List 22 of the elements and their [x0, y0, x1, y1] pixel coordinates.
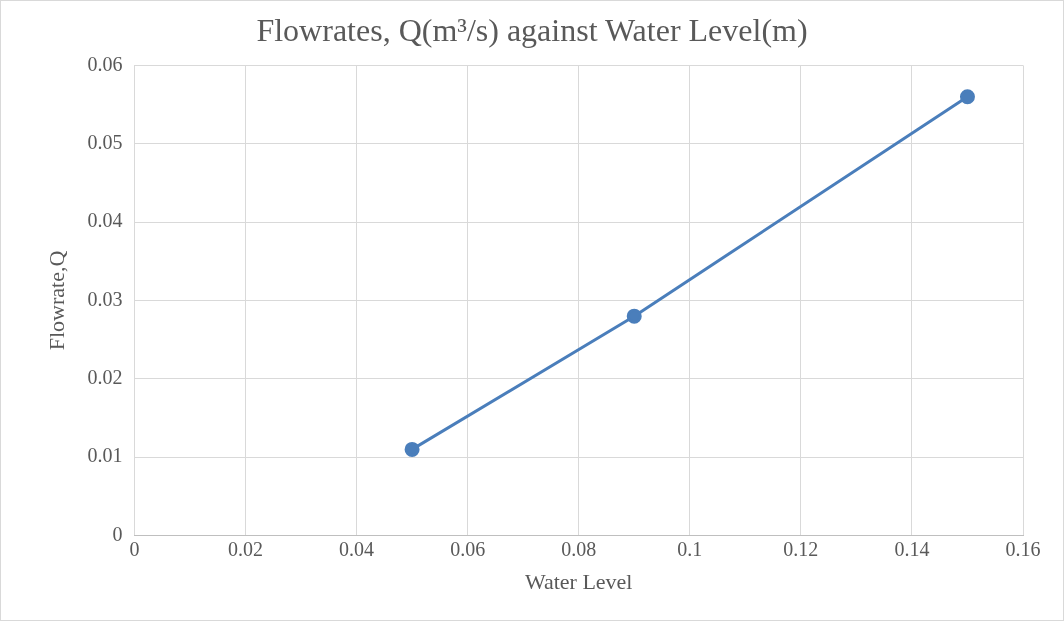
x-axis-title: Water Level	[524, 568, 633, 594]
x-tick-label: 0.08	[561, 537, 597, 560]
y-tick-label: 0.04	[87, 209, 123, 232]
x-tick-label: 0.12	[783, 537, 819, 560]
point	[959, 89, 975, 105]
x-tick-label: 0.06	[450, 537, 486, 560]
y-tick-label: 0.02	[87, 366, 123, 389]
y-tick-label: 0.01	[87, 444, 123, 467]
point	[626, 308, 642, 324]
y-tick-label: 0	[112, 522, 123, 545]
x-tick-label: 0.04	[339, 537, 375, 560]
point	[404, 441, 420, 457]
y-tick-label: 0.06	[87, 52, 123, 75]
x-tick-label: 0.14	[894, 537, 930, 560]
chart-title: Flowrates, Q(m³/s) against Water Level(m)	[256, 11, 808, 48]
x-tick-label: 0.02	[227, 537, 263, 560]
x-tick-label: 0.16	[1005, 537, 1041, 560]
y-tick-label: 0.05	[87, 131, 123, 154]
y-axis-title: Flowrate,Q	[43, 250, 69, 351]
x-tick-label: 0.1	[677, 537, 703, 560]
y-tick-label: 0.03	[87, 287, 123, 310]
x-tick-label: 0	[129, 537, 140, 560]
